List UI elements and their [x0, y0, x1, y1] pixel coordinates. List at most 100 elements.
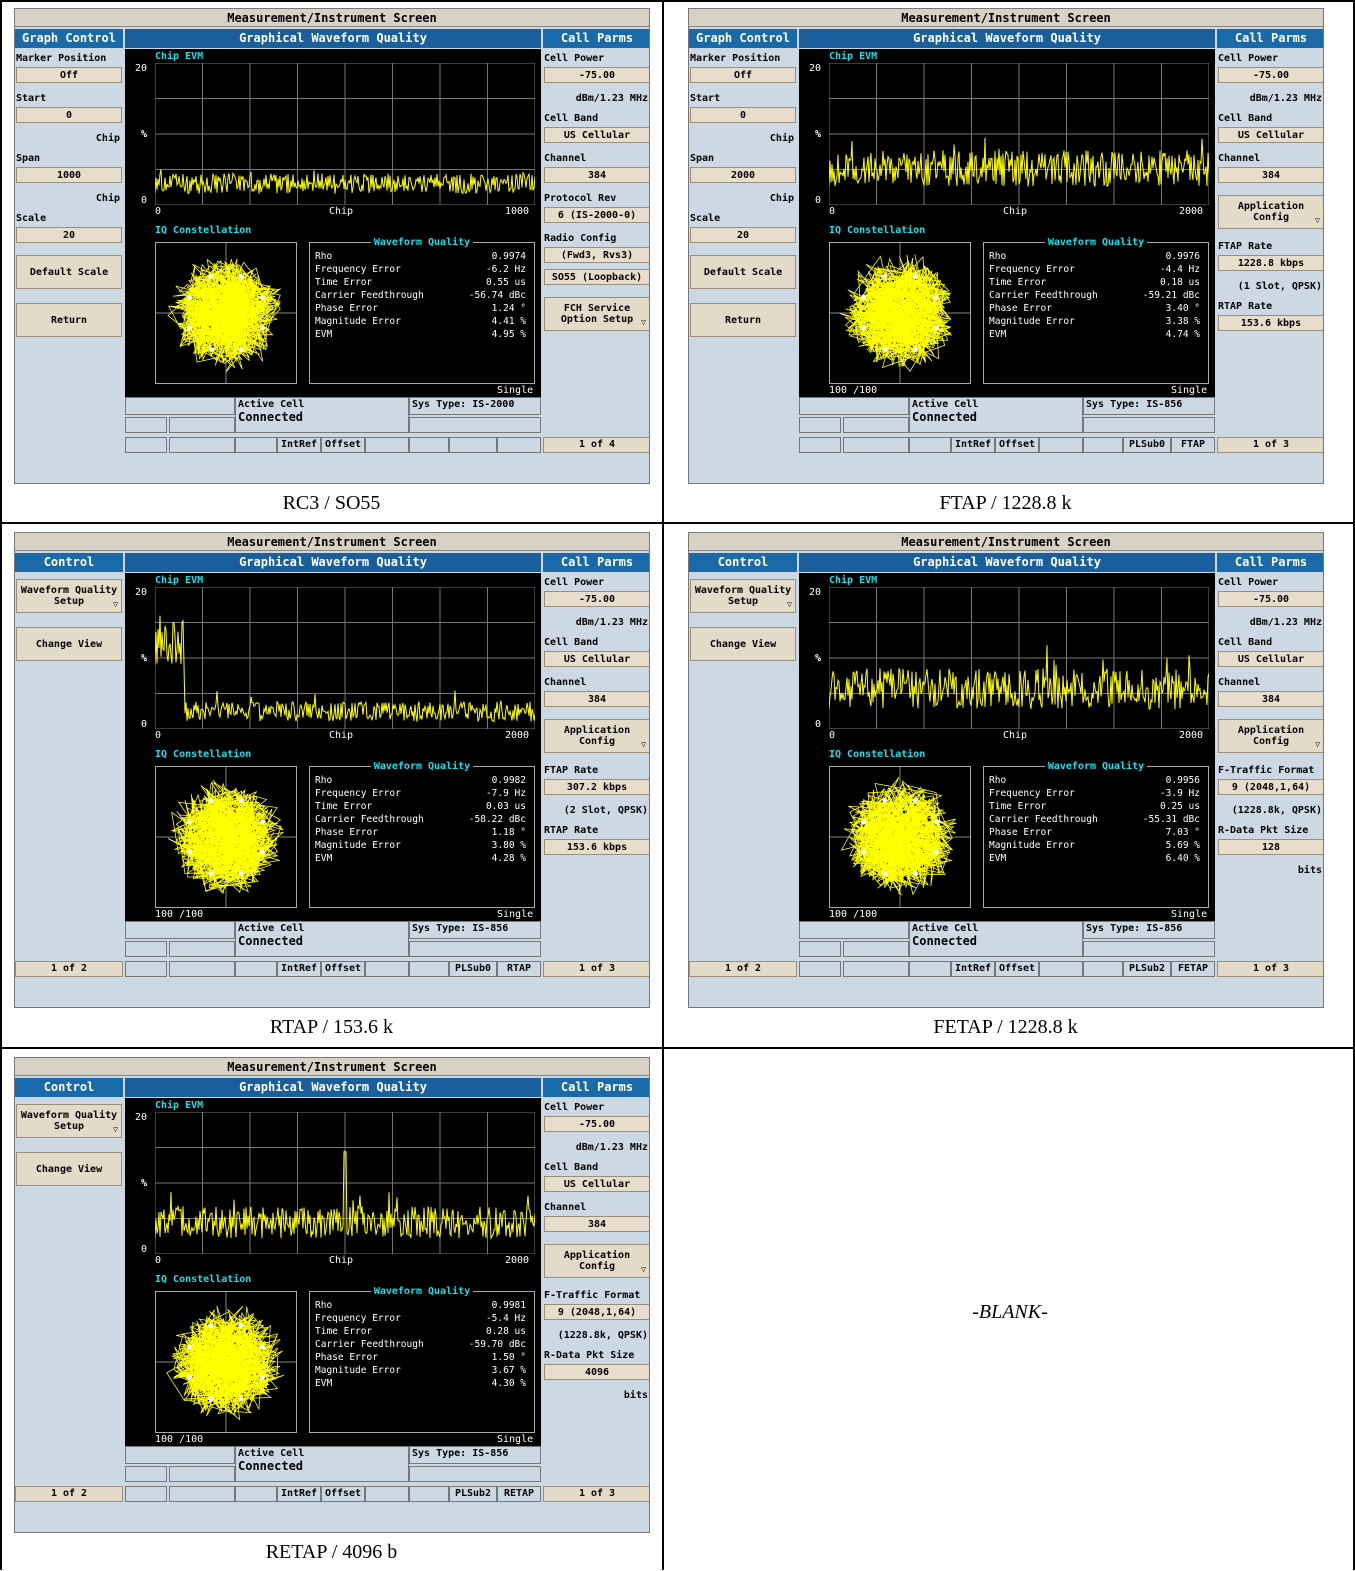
left-value-0[interactable]: 0 [16, 107, 122, 123]
active-cell-label: Active Cell [912, 923, 979, 934]
wq-row-phase-error: Phase Error 1.18 ° [315, 827, 526, 838]
intref-indicator: IntRef [277, 437, 321, 453]
right-page-indicator[interactable]: 1 of 4 [543, 437, 649, 453]
left-value-20[interactable]: 20 [690, 227, 796, 243]
right-value-us-cellular[interactable]: US Cellular [1218, 127, 1323, 143]
right-value-9-2048-1-64[interactable]: 9 (2048,1,64) [1218, 779, 1323, 795]
left-softkey-waveform-quality-setup[interactable]: Waveform Quality Setup ▽ [16, 1104, 122, 1138]
right-value-128[interactable]: 128 [1218, 839, 1323, 855]
submenu-arrow-icon: ▽ [787, 600, 792, 609]
waveform-display: Chip EVM 20 % 0 0 Chip 1000 IQ Constella… [125, 49, 541, 397]
right-softkey-application-config[interactable]: Application Config ▽ [1218, 195, 1323, 229]
table-border-right [1353, 0, 1355, 1570]
left-value-0[interactable]: 0 [690, 107, 796, 123]
right-value-384[interactable]: 384 [544, 691, 649, 707]
wq-row-time-error: Time Error 0.28 us [315, 1326, 526, 1337]
x-axis-label: Chip [329, 206, 354, 217]
left-page-indicator[interactable]: 1 of 2 [15, 1486, 123, 1502]
right-value-384[interactable]: 384 [544, 167, 649, 183]
left-softkey-waveform-quality-setup[interactable]: Waveform Quality Setup ▽ [690, 579, 796, 613]
wq-metric-value: 0.9976 [1165, 251, 1200, 262]
wq-metric-name: Phase Error [989, 303, 1052, 314]
right-value-4096[interactable]: 4096 [544, 1364, 649, 1380]
left-value-off[interactable]: Off [690, 67, 796, 83]
right-value-us-cellular[interactable]: US Cellular [544, 127, 649, 143]
right-page-indicator[interactable]: 1 of 3 [1217, 437, 1323, 453]
instrument-screen: Measurement/Instrument Screen Graph Cont… [688, 8, 1324, 484]
x-axis-min: 0 [155, 1255, 162, 1266]
y-axis-unit: % [815, 653, 822, 664]
left-softkey-waveform-quality-setup[interactable]: Waveform Quality Setup ▽ [16, 579, 122, 613]
y-axis-unit: % [141, 129, 148, 140]
softkey-label: Default Scale [703, 266, 783, 278]
y-axis-min: 0 [141, 719, 148, 730]
right-softkey-application-config[interactable]: Application Config ▽ [544, 1244, 649, 1278]
left-page-indicator[interactable]: 1 of 2 [15, 961, 123, 977]
call-parms-header: Call Parms [543, 1078, 649, 1097]
right-value-307-2-kbps[interactable]: 307.2 kbps [544, 779, 649, 795]
left-label-chip: Chip [769, 193, 794, 204]
right-value-75-00[interactable]: -75.00 [544, 67, 649, 83]
waveform-quality-title: Waveform Quality [370, 761, 474, 772]
wq-metric-name: EVM [315, 853, 333, 864]
left-value-off[interactable]: Off [16, 67, 122, 83]
right-value-75-00[interactable]: -75.00 [1218, 591, 1323, 607]
active-cell-label: Active Cell [238, 923, 305, 934]
wq-metric-value: -56.74 dBc [468, 290, 526, 301]
right-value-153-6-kbps[interactable]: 153.6 kbps [544, 839, 649, 855]
right-value-384[interactable]: 384 [544, 1216, 649, 1232]
left-page-indicator[interactable]: 1 of 2 [689, 961, 797, 977]
right-label-r-data-pkt-size: R-Data Pkt Size [544, 1350, 635, 1361]
right-value-us-cellular[interactable]: US Cellular [544, 651, 649, 667]
waveform-display: Chip EVM 20 % 0 0 Chip 2000 IQ Constella… [799, 573, 1215, 921]
offset-indicator: Offset [321, 1486, 365, 1502]
wq-metric-value: -4.4 Hz [1159, 264, 1200, 275]
right-value-so55-loopback[interactable]: SO55 (Loopback) [544, 269, 649, 285]
left-softkey-default-scale[interactable]: Default Scale [16, 255, 122, 289]
right-value-153-6-kbps[interactable]: 153.6 kbps [1218, 315, 1323, 331]
right-value-75-00[interactable]: -75.00 [544, 1116, 649, 1132]
active-cell-box: Active Cell Connected [909, 921, 1083, 957]
right-value-9-2048-1-64[interactable]: 9 (2048,1,64) [544, 1304, 649, 1320]
y-axis-max: 20 [809, 63, 822, 74]
wq-metric-value: 3.80 % [491, 840, 526, 851]
left-softkey-default-scale[interactable]: Default Scale [690, 255, 796, 289]
right-value-75-00[interactable]: -75.00 [1218, 67, 1323, 83]
status-tag-1: PLSub0 [449, 961, 497, 977]
right-softkey-fch-service-option-setup[interactable]: FCH Service Option Setup ▽ [544, 297, 649, 331]
wq-row-carrier-feedthrough: Carrier Feedthrough -55.31 dBc [989, 814, 1200, 825]
right-value-384[interactable]: 384 [1218, 167, 1323, 183]
submenu-arrow-icon: ▽ [113, 1125, 118, 1134]
left-softkey-change-view[interactable]: Change View [16, 1152, 122, 1186]
chip-evm-plot [155, 63, 535, 205]
right-page-indicator[interactable]: 1 of 3 [1217, 961, 1323, 977]
x-axis-max: 2000 [1179, 730, 1204, 741]
right-softkey-application-config[interactable]: Application Config ▽ [1218, 719, 1323, 753]
right-page-indicator[interactable]: 1 of 3 [543, 1486, 649, 1502]
left-value-2000[interactable]: 2000 [690, 167, 796, 183]
left-label-chip: Chip [769, 133, 794, 144]
left-softkey-return[interactable]: Return [16, 303, 122, 337]
softkey-label: Application Config [563, 725, 631, 747]
left-value-1000[interactable]: 1000 [16, 167, 122, 183]
left-softkey-change-view[interactable]: Change View [16, 627, 122, 661]
right-value-us-cellular[interactable]: US Cellular [1218, 651, 1323, 667]
right-value-1228-8-kbps[interactable]: 1228.8 kbps [1218, 255, 1323, 271]
chip-evm-plot [155, 1112, 535, 1254]
left-softkey-panel: Waveform Quality Setup ▽ Change View [15, 573, 123, 956]
right-page-indicator[interactable]: 1 of 3 [543, 961, 649, 977]
right-label-cell-power: Cell Power [544, 53, 605, 64]
wq-metric-name: Frequency Error [989, 264, 1075, 275]
status-tag-2: FETAP [1171, 961, 1215, 977]
right-value-fwd3-rvs3[interactable]: (Fwd3, Rvs3) [544, 247, 649, 263]
right-value-384[interactable]: 384 [1218, 691, 1323, 707]
right-value-us-cellular[interactable]: US Cellular [544, 1176, 649, 1192]
left-softkey-return[interactable]: Return [690, 303, 796, 337]
iq-symbol-point [260, 295, 265, 301]
right-value-75-00[interactable]: -75.00 [544, 591, 649, 607]
right-value-6-is-2000-0[interactable]: 6 (IS-2000-0) [544, 207, 649, 223]
right-softkey-application-config[interactable]: Application Config ▽ [544, 719, 649, 753]
left-value-20[interactable]: 20 [16, 227, 122, 243]
x-axis-max: 2000 [1179, 206, 1204, 217]
left-softkey-change-view[interactable]: Change View [690, 627, 796, 661]
